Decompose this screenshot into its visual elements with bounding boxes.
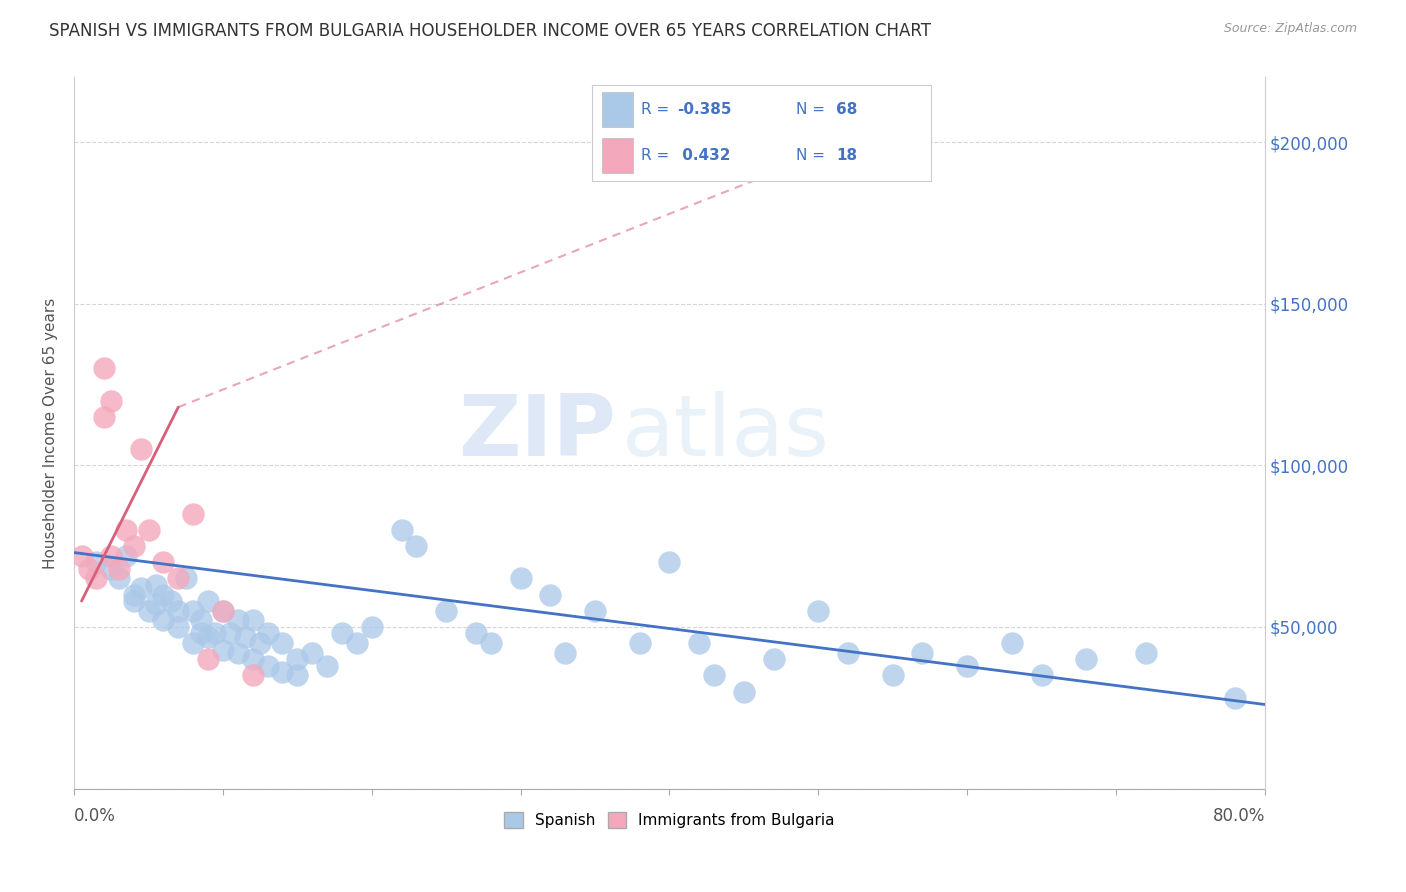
Point [190,614,212,628]
Point [212,604,235,618]
Point [226,614,249,628]
Point [152,614,174,628]
Point [181,507,204,521]
Point [1076,652,1098,666]
Point [167,571,190,585]
Point [160,594,183,608]
Point [190,626,212,640]
Text: 80.0%: 80.0% [1212,806,1265,824]
Point [1001,636,1024,650]
Point [145,578,167,592]
Point [115,549,138,563]
Point [538,588,561,602]
Point [242,668,264,682]
Point [346,636,368,650]
Y-axis label: Householder Income Over 65 years: Householder Income Over 65 years [44,297,58,568]
Point [226,646,249,660]
Point [204,626,226,640]
Point [1031,668,1053,682]
Point [233,630,256,644]
Point [1135,646,1157,660]
Point [911,646,934,660]
Point [479,636,502,650]
Point [465,626,488,640]
Point [688,636,710,650]
Point [115,523,138,537]
Point [70,549,93,563]
Point [509,571,531,585]
Point [554,646,576,660]
Text: 0.0%: 0.0% [75,806,115,824]
Point [733,684,755,698]
Point [242,652,264,666]
Point [316,658,339,673]
Legend: Spanish, Immigrants from Bulgaria: Spanish, Immigrants from Bulgaria [498,806,841,834]
Text: ZIP: ZIP [458,392,616,475]
Point [174,571,197,585]
Point [107,562,129,576]
Point [703,668,725,682]
Point [107,571,129,585]
Point [100,393,122,408]
Point [249,636,271,650]
Point [837,646,859,660]
Point [129,581,152,595]
Point [285,668,308,682]
Point [956,658,979,673]
Point [219,626,242,640]
Point [330,626,353,640]
Point [285,652,308,666]
Point [256,658,278,673]
Point [1223,691,1246,706]
Text: atlas: atlas [621,392,830,475]
Point [271,636,294,650]
Point [122,594,145,608]
Point [86,571,108,585]
Point [138,604,160,618]
Point [658,555,681,569]
Text: Source: ZipAtlas.com: Source: ZipAtlas.com [1223,22,1357,36]
Point [122,588,145,602]
Point [583,604,606,618]
Point [197,652,219,666]
Point [181,636,204,650]
Point [181,604,204,618]
Point [77,562,100,576]
Point [197,630,219,644]
Point [628,636,651,650]
Point [167,620,190,634]
Point [122,539,145,553]
Point [405,539,427,553]
Point [167,604,190,618]
Point [100,549,122,563]
Point [129,442,152,457]
Text: SPANISH VS IMMIGRANTS FROM BULGARIA HOUSEHOLDER INCOME OVER 65 YEARS CORRELATION: SPANISH VS IMMIGRANTS FROM BULGARIA HOUS… [49,22,931,40]
Point [212,604,235,618]
Point [391,523,413,537]
Point [212,642,235,657]
Point [197,594,219,608]
Point [301,646,323,660]
Point [271,665,294,680]
Point [138,523,160,537]
Point [100,562,122,576]
Point [882,668,904,682]
Point [93,409,115,424]
Point [152,555,174,569]
Point [360,620,382,634]
Point [93,361,115,376]
Point [256,626,278,640]
Point [86,555,108,569]
Point [145,597,167,611]
Point [762,652,785,666]
Point [434,604,457,618]
Point [807,604,830,618]
Point [242,614,264,628]
Point [152,588,174,602]
